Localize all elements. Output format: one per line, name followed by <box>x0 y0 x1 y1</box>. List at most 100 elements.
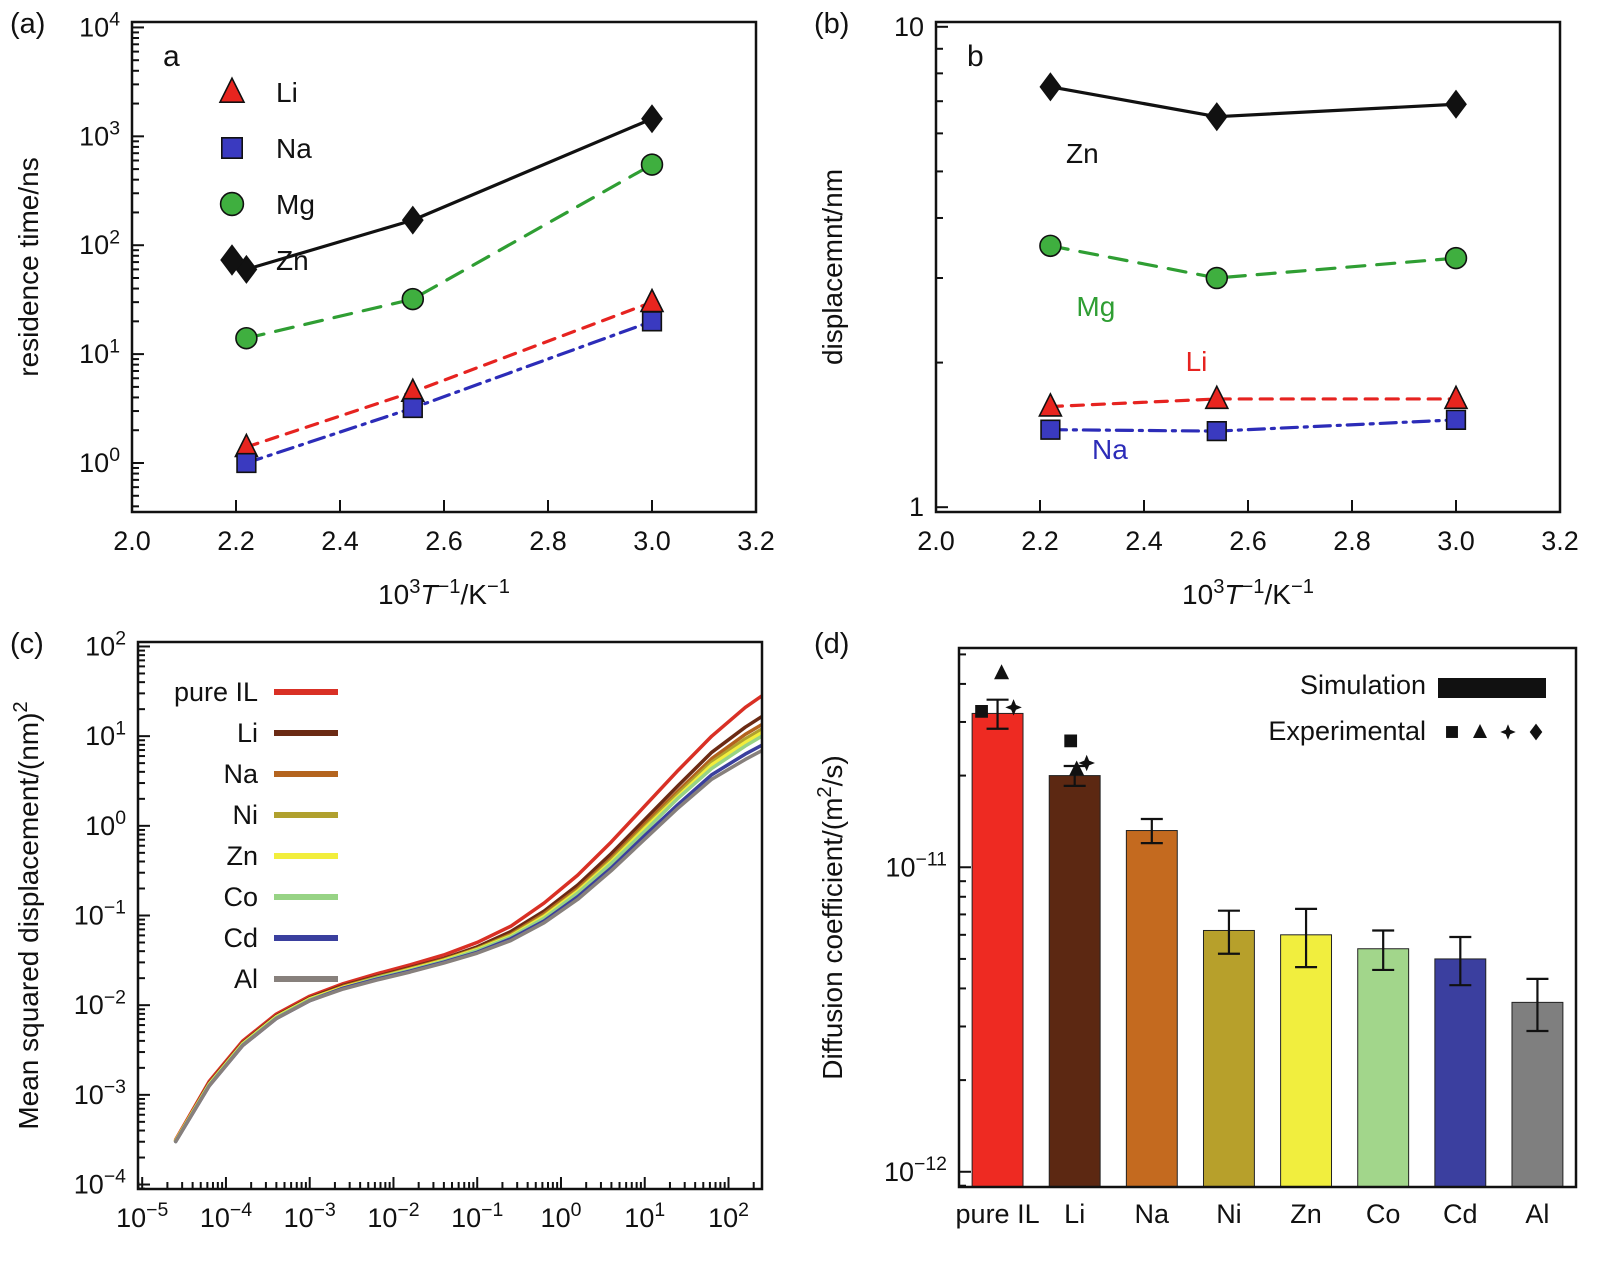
y-tick-label: 101 <box>79 335 120 369</box>
x-tick-label: 10−5 <box>116 1199 168 1233</box>
square-marker <box>402 397 423 419</box>
x-tick-label: 3.0 <box>1437 526 1475 556</box>
panel-d: (d) 10−12 10−11 pure IL Li Na Ni Zn Co Cd Al Diffu… <box>804 620 1608 1267</box>
legend-label-Co: Co <box>223 882 258 912</box>
panel-a-label: (a) <box>10 8 46 40</box>
diamond-marker <box>1039 72 1062 102</box>
bar-Co <box>1357 948 1410 1187</box>
error-bar <box>1372 929 1395 972</box>
triangle-marker <box>1473 723 1487 738</box>
x-tick-label: 10−1 <box>451 1199 503 1233</box>
error-bar <box>1295 907 1318 969</box>
x-tick-label: 3.2 <box>1541 526 1579 556</box>
panel-b: (b) 1 10 2.0 2.2 2.4 2.6 2.8 3.0 3.2 103T−1/K−1 di… <box>804 0 1608 620</box>
circle-marker <box>235 326 258 350</box>
square-marker <box>641 311 663 332</box>
series-line-Na <box>244 319 654 465</box>
x-tick-label: 3.0 <box>633 526 671 556</box>
y-tick-label: 10−1 <box>74 897 126 931</box>
plot-content <box>971 664 1564 1187</box>
panel-a: (a) 100 101 102 103 104 2.0 2.2 2.4 2.6 2.8 3.0 3.2… <box>0 0 804 620</box>
x-category-label: pure IL <box>956 1199 1040 1229</box>
legend-swatch-simulation <box>1438 678 1546 698</box>
series-inline-label-Mg: Mg <box>1076 291 1115 322</box>
plot-frame <box>957 646 1578 1189</box>
axis-ticks <box>131 26 757 512</box>
plot-frame <box>934 20 1562 514</box>
triangle-marker <box>1069 760 1085 776</box>
plot-content <box>1038 72 1469 442</box>
star-marker <box>1005 699 1022 716</box>
error-bar <box>1217 909 1240 955</box>
panel-c-label: (c) <box>10 628 44 660</box>
x-tick-label: 2.0 <box>917 526 955 556</box>
y-axis-title: residence time/ns <box>13 157 44 376</box>
x-tick-label: 2.2 <box>217 526 255 556</box>
triangle-marker <box>218 76 246 103</box>
y-tick-label: 102 <box>79 226 120 260</box>
axis-ticks <box>959 653 971 1187</box>
legend-label-Ni: Ni <box>233 800 259 830</box>
triangle-marker <box>1443 384 1469 410</box>
inner-panel-letter: b <box>967 40 984 73</box>
y-tick-label: 104 <box>79 9 120 43</box>
legend-label-simulation: Simulation <box>1300 670 1426 700</box>
legend-label-Al: Al <box>234 964 258 994</box>
error-bar <box>1526 977 1549 1033</box>
bar-Na <box>1125 830 1178 1187</box>
triangle-marker <box>1204 384 1230 410</box>
chart-a-residence-time: 100 101 102 103 104 2.0 2.2 2.4 2.6 2.8 3.0 3.2 103T… <box>13 9 775 610</box>
square-marker <box>221 137 243 159</box>
circle-marker <box>640 153 664 176</box>
legend-label-Li: Li <box>237 718 258 748</box>
series-inline-label-Li: Li <box>1186 346 1208 377</box>
legend-label-Mg: Mg <box>276 189 315 220</box>
triangle-marker <box>1038 392 1063 417</box>
triangle-marker <box>994 664 1010 680</box>
square-marker <box>1206 420 1227 442</box>
chart-d-diffusion-coefficient: 10−12 10−11 pure IL Li Na Ni Zn Co Cd Al Diffusion… <box>814 646 1578 1229</box>
panel-c: (c) 10−4 10−3 10−2 10−1 100 101 102 10−5 10−4 10−… <box>0 620 804 1267</box>
axis-ticks <box>935 25 1561 512</box>
x-tick-label: 10−2 <box>367 1199 419 1233</box>
x-category-label: Li <box>1064 1199 1085 1229</box>
x-category-label: Al <box>1525 1199 1549 1229</box>
x-tick-label: 2.6 <box>425 526 463 556</box>
bar-pure IL <box>971 712 1024 1187</box>
series-line-Li <box>1048 397 1458 409</box>
diamond-marker <box>1205 102 1228 132</box>
square-marker <box>1064 734 1078 748</box>
error-bar <box>1449 935 1472 987</box>
x-tick-label: 10−4 <box>200 1199 252 1233</box>
y-tick-label: 101 <box>85 717 126 751</box>
x-tick-label: 3.2 <box>737 526 775 556</box>
x-tick-label: 2.8 <box>529 526 567 556</box>
error-bar <box>986 698 1009 730</box>
series-line-Li <box>173 714 762 1143</box>
plot-content <box>173 694 762 1144</box>
x-category-label: Ni <box>1216 1199 1242 1229</box>
diamond-marker <box>1529 723 1543 741</box>
diamond-marker <box>401 205 424 235</box>
y-tick-label: 100 <box>85 807 126 841</box>
chart-b-displacement: 1 10 2.0 2.2 2.4 2.6 2.8 3.0 3.2 103T−1/K−1 displa… <box>817 12 1579 610</box>
panel-d-label: (d) <box>814 628 850 660</box>
y-tick-label: 1 <box>909 492 924 522</box>
y-tick-label: 10−11 <box>885 848 947 882</box>
series-inline-label-Zn: Zn <box>1066 138 1099 169</box>
bar-Zn <box>1280 934 1333 1187</box>
y-tick-label: 10−12 <box>884 1153 947 1187</box>
y-tick-label: 10−3 <box>74 1076 126 1110</box>
legend-label-Na: Na <box>276 133 312 164</box>
error-bar <box>1140 817 1163 845</box>
x-tick-label: 2.6 <box>1229 526 1267 556</box>
y-tick-label: 103 <box>79 118 120 152</box>
legend-label-Zn: Zn <box>226 841 258 871</box>
square-marker <box>975 705 988 718</box>
series-line-Zn <box>1048 85 1458 119</box>
star-marker <box>1078 754 1095 772</box>
y-tick-label: 10−2 <box>74 986 126 1020</box>
y-tick-label: 10−4 <box>74 1166 126 1200</box>
